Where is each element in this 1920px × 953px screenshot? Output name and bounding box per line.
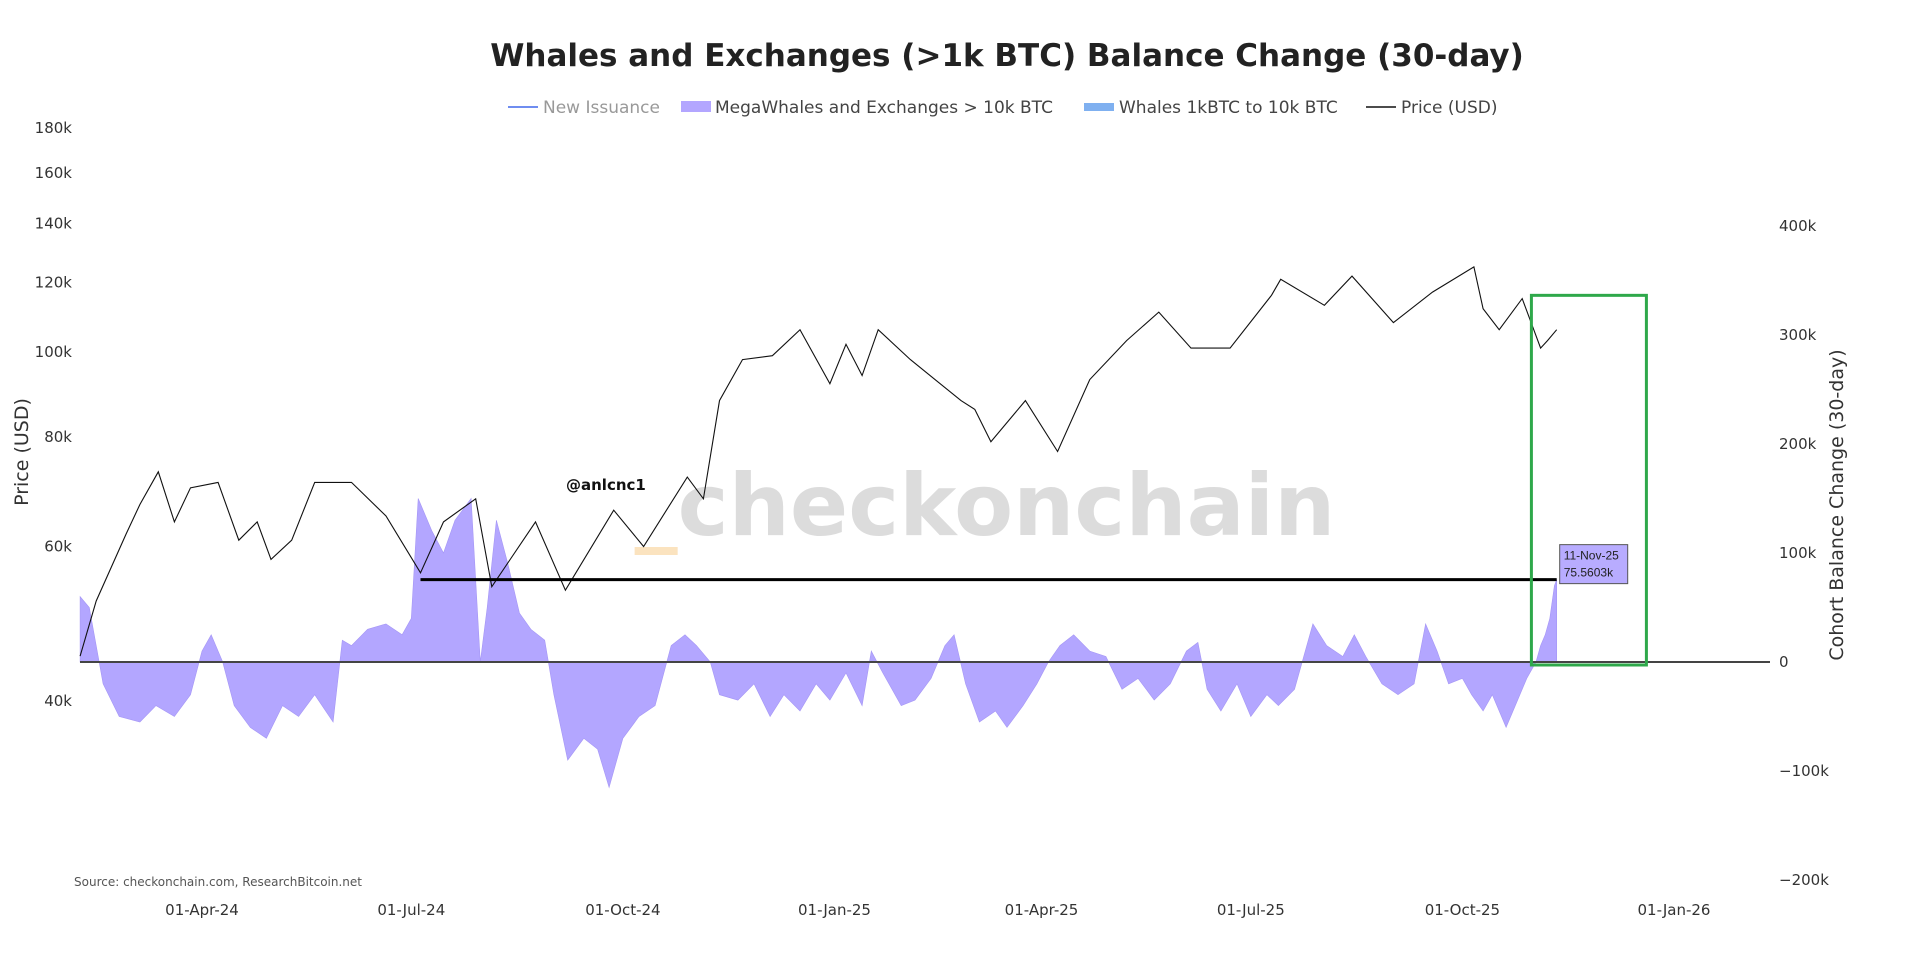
right-tick-label: 400k [1779,217,1817,235]
left-tick-label: 40k [44,692,72,710]
right-tick-label: −200k [1779,871,1829,889]
x-axis: 01-Apr-24 01-Jul-24 01-Oct-24 01-Jan-25 01-A… [165,901,1710,919]
legend-label: MegaWhales and Exchanges > 10k BTC [715,98,1053,118]
tooltip: 11-Nov-25 75.5603k [1559,544,1629,585]
legend-item-new-issuance[interactable]: New Issuance [508,98,660,118]
watermark: _checkonchain [635,456,1336,556]
left-tick-label: 120k [35,273,73,291]
left-tick-label: 60k [44,538,72,556]
left-tick-label: 160k [35,164,73,182]
left-tick-label: 100k [35,343,73,361]
legend: New Issuance MegaWhales and Exchanges > … [508,98,1497,118]
legend-swatch-megawhales [681,101,711,112]
left-tick-label: 180k [35,119,73,137]
source-note: Source: checkonchain.com, ResearchBitcoi… [74,875,362,889]
x-tick-label: 01-Jul-25 [1217,901,1285,919]
watermark-text: checkonchain [678,456,1336,556]
legend-label: Price (USD) [1401,98,1497,118]
left-tick-label: 140k [35,215,73,233]
legend-item-megawhales[interactable]: MegaWhales and Exchanges > 10k BTC [681,98,1053,118]
tooltip-box [1559,544,1629,585]
right-tick-label: 200k [1779,435,1817,453]
legend-label: New Issuance [543,98,660,118]
left-tick-label: 80k [44,428,72,446]
right-axis: 400k 300k 200k 100k 0 −100k −200k [1779,217,1829,889]
x-tick-label: 01-Apr-25 [1005,901,1079,919]
left-axis-label: Price (USD) [11,398,33,506]
legend-item-price[interactable]: Price (USD) [1366,98,1497,118]
legend-swatch-whales [1084,103,1114,111]
tooltip-value: 75.5603k [1564,566,1614,580]
x-tick-label: 01-Jan-26 [1638,901,1711,919]
right-tick-label: −100k [1779,762,1829,780]
x-tick-label: 01-Jan-25 [798,901,871,919]
chart-title: Whales and Exchanges (>1k BTC) Balance C… [490,38,1524,74]
megawhales-area [79,497,1557,789]
right-tick-label: 0 [1779,653,1789,671]
price-line [79,266,1558,657]
x-tick-label: 01-Apr-24 [165,901,239,919]
left-axis: 180k 160k 140k 120k 100k 80k 60k 40k [35,119,73,710]
x-tick-label: 01-Jul-24 [377,901,445,919]
author-handle: @anlcnc1 [566,476,646,494]
legend-item-whales[interactable]: Whales 1kBTC to 10k BTC [1084,98,1338,118]
right-tick-label: 100k [1779,544,1817,562]
x-tick-label: 01-Oct-25 [1425,901,1500,919]
tooltip-date: 11-Nov-25 [1564,549,1619,563]
legend-label: Whales 1kBTC to 10k BTC [1119,98,1338,118]
right-axis-label: Cohort Balance Change (30-day) [1826,349,1848,660]
right-tick-label: 300k [1779,326,1817,344]
highlight-box [1529,293,1648,667]
x-tick-label: 01-Oct-24 [585,901,660,919]
